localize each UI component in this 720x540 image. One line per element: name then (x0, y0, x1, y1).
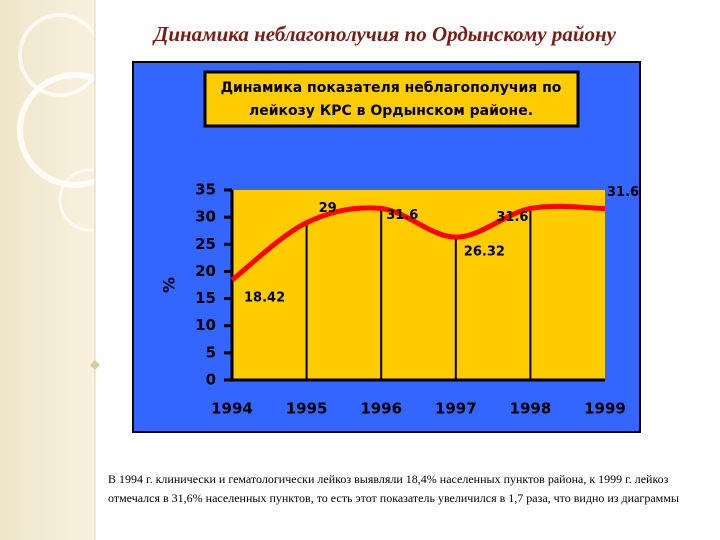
data-label: 31.6 (607, 185, 639, 200)
x-tick-label: 1999 (584, 400, 626, 418)
decor-circle (18, 13, 102, 97)
y-tick-label: 25 (195, 235, 216, 253)
chart-title: Динамика показателя неблагополучия по лей… (221, 80, 562, 119)
x-tick-label: 1997 (435, 400, 477, 418)
diamond (90, 360, 100, 370)
decor-circle (58, 168, 122, 232)
x-tick-label: 1995 (286, 400, 328, 418)
plot-area (232, 190, 605, 380)
y-tick-label: 0 (206, 371, 216, 389)
y-axis-label: % (160, 277, 179, 293)
slide-title: Динамика неблагополучия по Ордынскому ра… (154, 22, 616, 46)
y-tick-label: 30 (195, 208, 216, 226)
data-label: 31.6 (496, 210, 528, 225)
data-label: 26.32 (464, 245, 505, 260)
data-line (230, 203, 606, 282)
chart-title-box (203, 70, 580, 128)
decor-circle (17, 72, 133, 188)
data-label: 29 (319, 201, 337, 216)
y-tick-label: 15 (195, 289, 216, 307)
data-label: 31.6 (386, 208, 418, 223)
y-tick-label: 35 (195, 181, 216, 199)
x-tick-label: 1998 (510, 400, 552, 418)
y-tick-label: 5 (206, 343, 216, 361)
data-label: 18.42 (244, 291, 285, 306)
note: В 1994 г. клинически и гематологически л… (108, 472, 679, 505)
y-tick-label: 10 (195, 316, 216, 334)
y-tick-label: 20 (195, 262, 216, 280)
x-tick-label: 1994 (211, 400, 253, 418)
x-tick-label: 1996 (360, 400, 402, 418)
